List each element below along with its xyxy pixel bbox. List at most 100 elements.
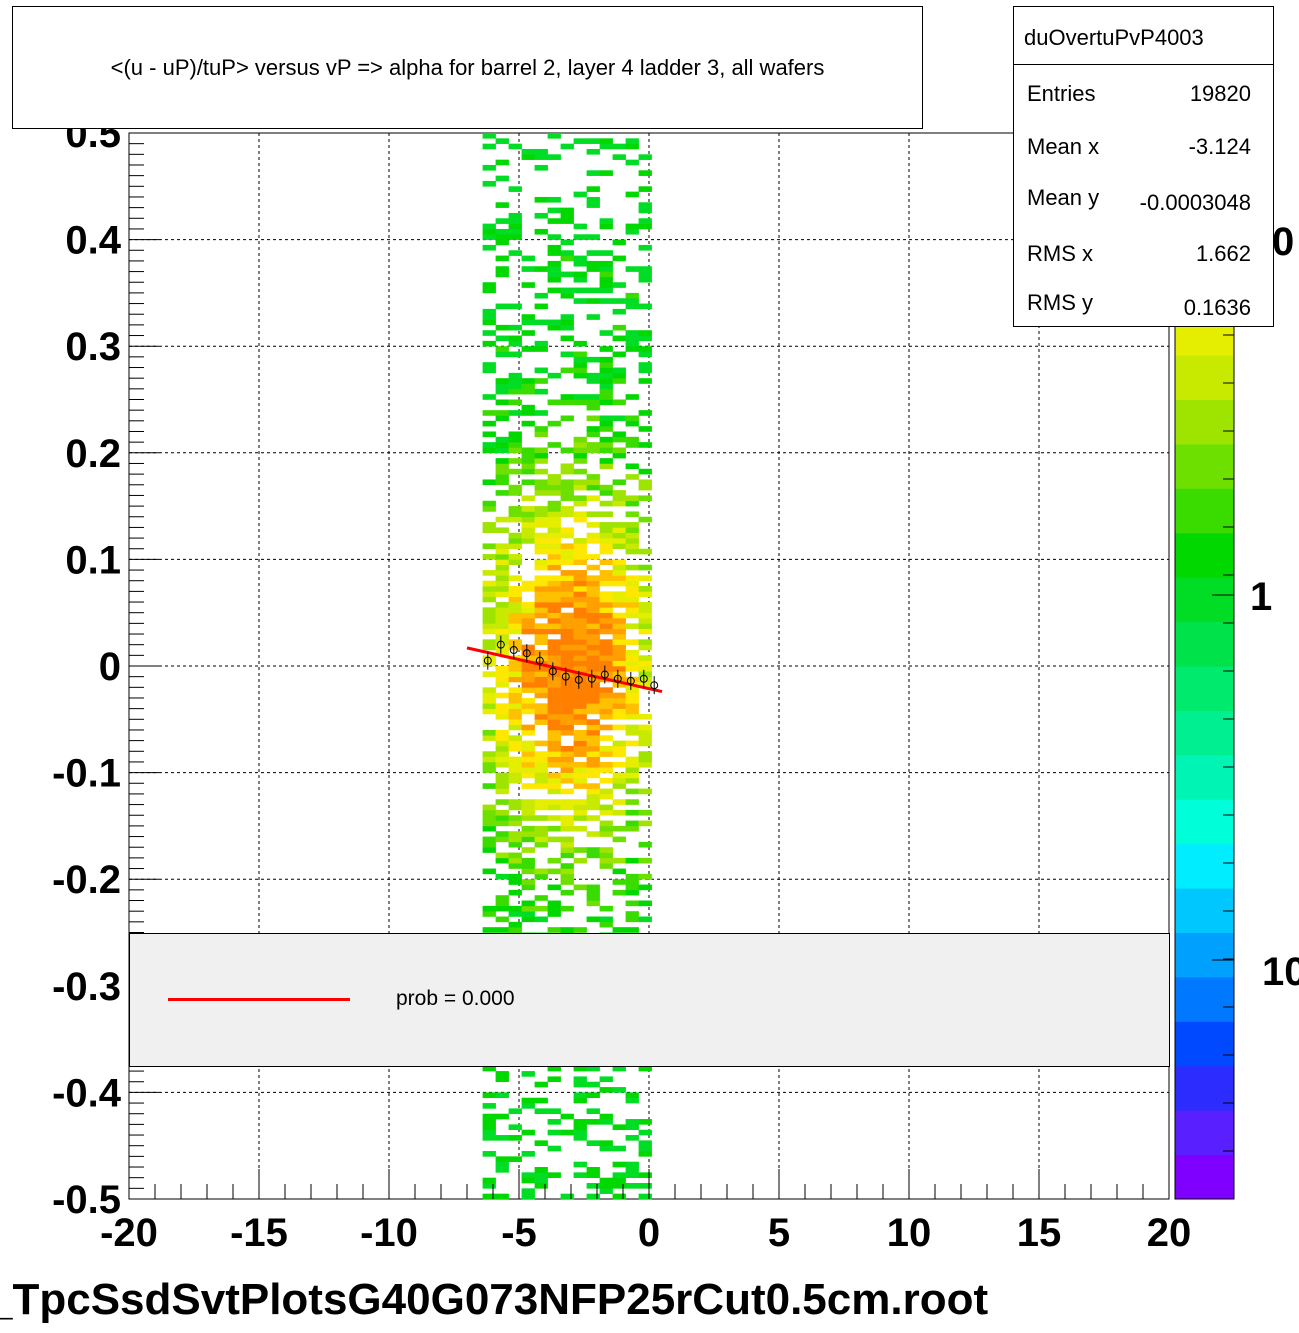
heatmap-cell	[508, 831, 522, 837]
heatmap-cell	[508, 644, 522, 651]
heatmap-cell	[612, 570, 626, 576]
x-tick-label: 10	[887, 1211, 932, 1255]
heatmap-cell	[521, 729, 535, 736]
heatmap-cell	[534, 602, 548, 608]
heatmap-cell	[612, 575, 626, 582]
heatmap-cell	[625, 538, 639, 544]
heatmap-cell	[521, 602, 535, 608]
heatmap-cell	[521, 447, 535, 454]
palette-swatch	[1175, 399, 1234, 445]
heatmap-cell	[599, 287, 613, 294]
heatmap-cell	[573, 847, 587, 853]
heatmap-cell	[560, 143, 574, 150]
legend-box: prob = 0.000	[129, 933, 1170, 1067]
heatmap-cell	[612, 308, 626, 315]
heatmap-cell	[521, 756, 535, 763]
heatmap-cell	[521, 783, 535, 789]
heatmap-cell	[586, 1065, 600, 1072]
heatmap-cell	[482, 410, 496, 416]
heatmap-cell	[508, 383, 522, 390]
heatmap-cell	[638, 740, 652, 747]
heatmap-cell	[547, 527, 561, 534]
heatmap-cell	[482, 1177, 496, 1184]
heatmap-cell	[599, 570, 613, 576]
heatmap-cell	[547, 905, 561, 912]
heatmap-cell	[560, 905, 574, 912]
heatmap-cell	[599, 628, 613, 635]
heatmap-cell	[599, 271, 613, 278]
heatmap-cell	[599, 383, 613, 390]
heatmap-cell	[586, 708, 600, 715]
heatmap-cell	[560, 554, 574, 560]
heatmap-cell	[482, 591, 496, 598]
heatmap-cell	[638, 1183, 652, 1189]
heatmap-cell	[521, 799, 535, 805]
heatmap-cell	[495, 1071, 509, 1077]
heatmap-cell	[573, 276, 587, 283]
heatmap-cell	[547, 1108, 561, 1115]
y-tick-label: 0.2	[65, 432, 121, 476]
heatmap-cell	[560, 484, 574, 491]
heatmap-cell	[599, 793, 613, 800]
heatmap-cell	[482, 703, 496, 709]
heatmap-cell	[599, 777, 613, 784]
heatmap-cell	[495, 713, 509, 720]
palette-swatch	[1175, 355, 1234, 400]
heatmap-cell	[547, 442, 561, 448]
heatmap-cell	[573, 340, 587, 347]
heatmap-cell	[560, 1113, 574, 1120]
heatmap-cell	[482, 394, 496, 400]
heatmap-cell	[495, 239, 509, 246]
heatmap-cell	[521, 884, 535, 891]
heatmap-cell	[612, 335, 626, 342]
heatmap-cell	[586, 644, 600, 651]
heatmap-cell	[638, 207, 652, 214]
heatmap-cell	[482, 639, 496, 645]
heatmap-cell	[612, 596, 626, 603]
heatmap-cell	[560, 292, 574, 299]
heatmap-cell	[495, 607, 509, 613]
stat-key: Entries	[1027, 81, 1096, 106]
heatmap-cell	[586, 1119, 600, 1125]
heatmap-cell	[547, 1172, 561, 1178]
heatmap-cell	[625, 442, 639, 448]
heatmap-cell	[625, 900, 639, 907]
heatmap-cell	[534, 538, 548, 544]
heatmap-cell	[495, 761, 509, 768]
heatmap-cell	[508, 431, 522, 438]
heatmap-cell	[573, 607, 587, 613]
heatmap-cell	[573, 681, 587, 688]
heatmap-cell	[625, 676, 639, 683]
heatmap-cell	[482, 729, 496, 736]
heatmap-cell	[521, 410, 535, 416]
heatmap-cell	[586, 735, 600, 741]
heatmap-cell	[638, 655, 652, 661]
heatmap-cell	[625, 666, 639, 672]
heatmap-cell	[521, 468, 535, 475]
heatmap-cell	[508, 639, 522, 645]
heatmap-cell	[508, 761, 522, 768]
heatmap-cell	[547, 511, 561, 518]
heatmap-cell	[586, 532, 600, 539]
heatmap-cell	[599, 266, 613, 272]
heatmap-cell	[638, 660, 652, 667]
heatmap-cell	[586, 148, 600, 155]
heatmap-cell	[638, 644, 652, 651]
heatmap-cell	[495, 681, 509, 688]
heatmap-cell	[534, 655, 548, 661]
heatmap-cell	[586, 596, 600, 603]
profile-point	[561, 672, 570, 681]
heatmap-cell	[573, 362, 587, 368]
heatmap-cell	[521, 612, 535, 619]
heatmap-cell	[495, 745, 509, 752]
heatmap-cells	[482, 133, 652, 1200]
heatmap-cell	[638, 916, 652, 923]
heatmap-cell	[521, 644, 535, 651]
heatmap-cell	[495, 612, 509, 619]
heatmap-cell	[521, 655, 535, 661]
heatmap-cell	[599, 522, 613, 528]
heatmap-cell	[638, 186, 652, 192]
heatmap-cell	[638, 202, 652, 208]
heatmap-cell	[547, 815, 561, 821]
heatmap-cell	[599, 618, 613, 624]
